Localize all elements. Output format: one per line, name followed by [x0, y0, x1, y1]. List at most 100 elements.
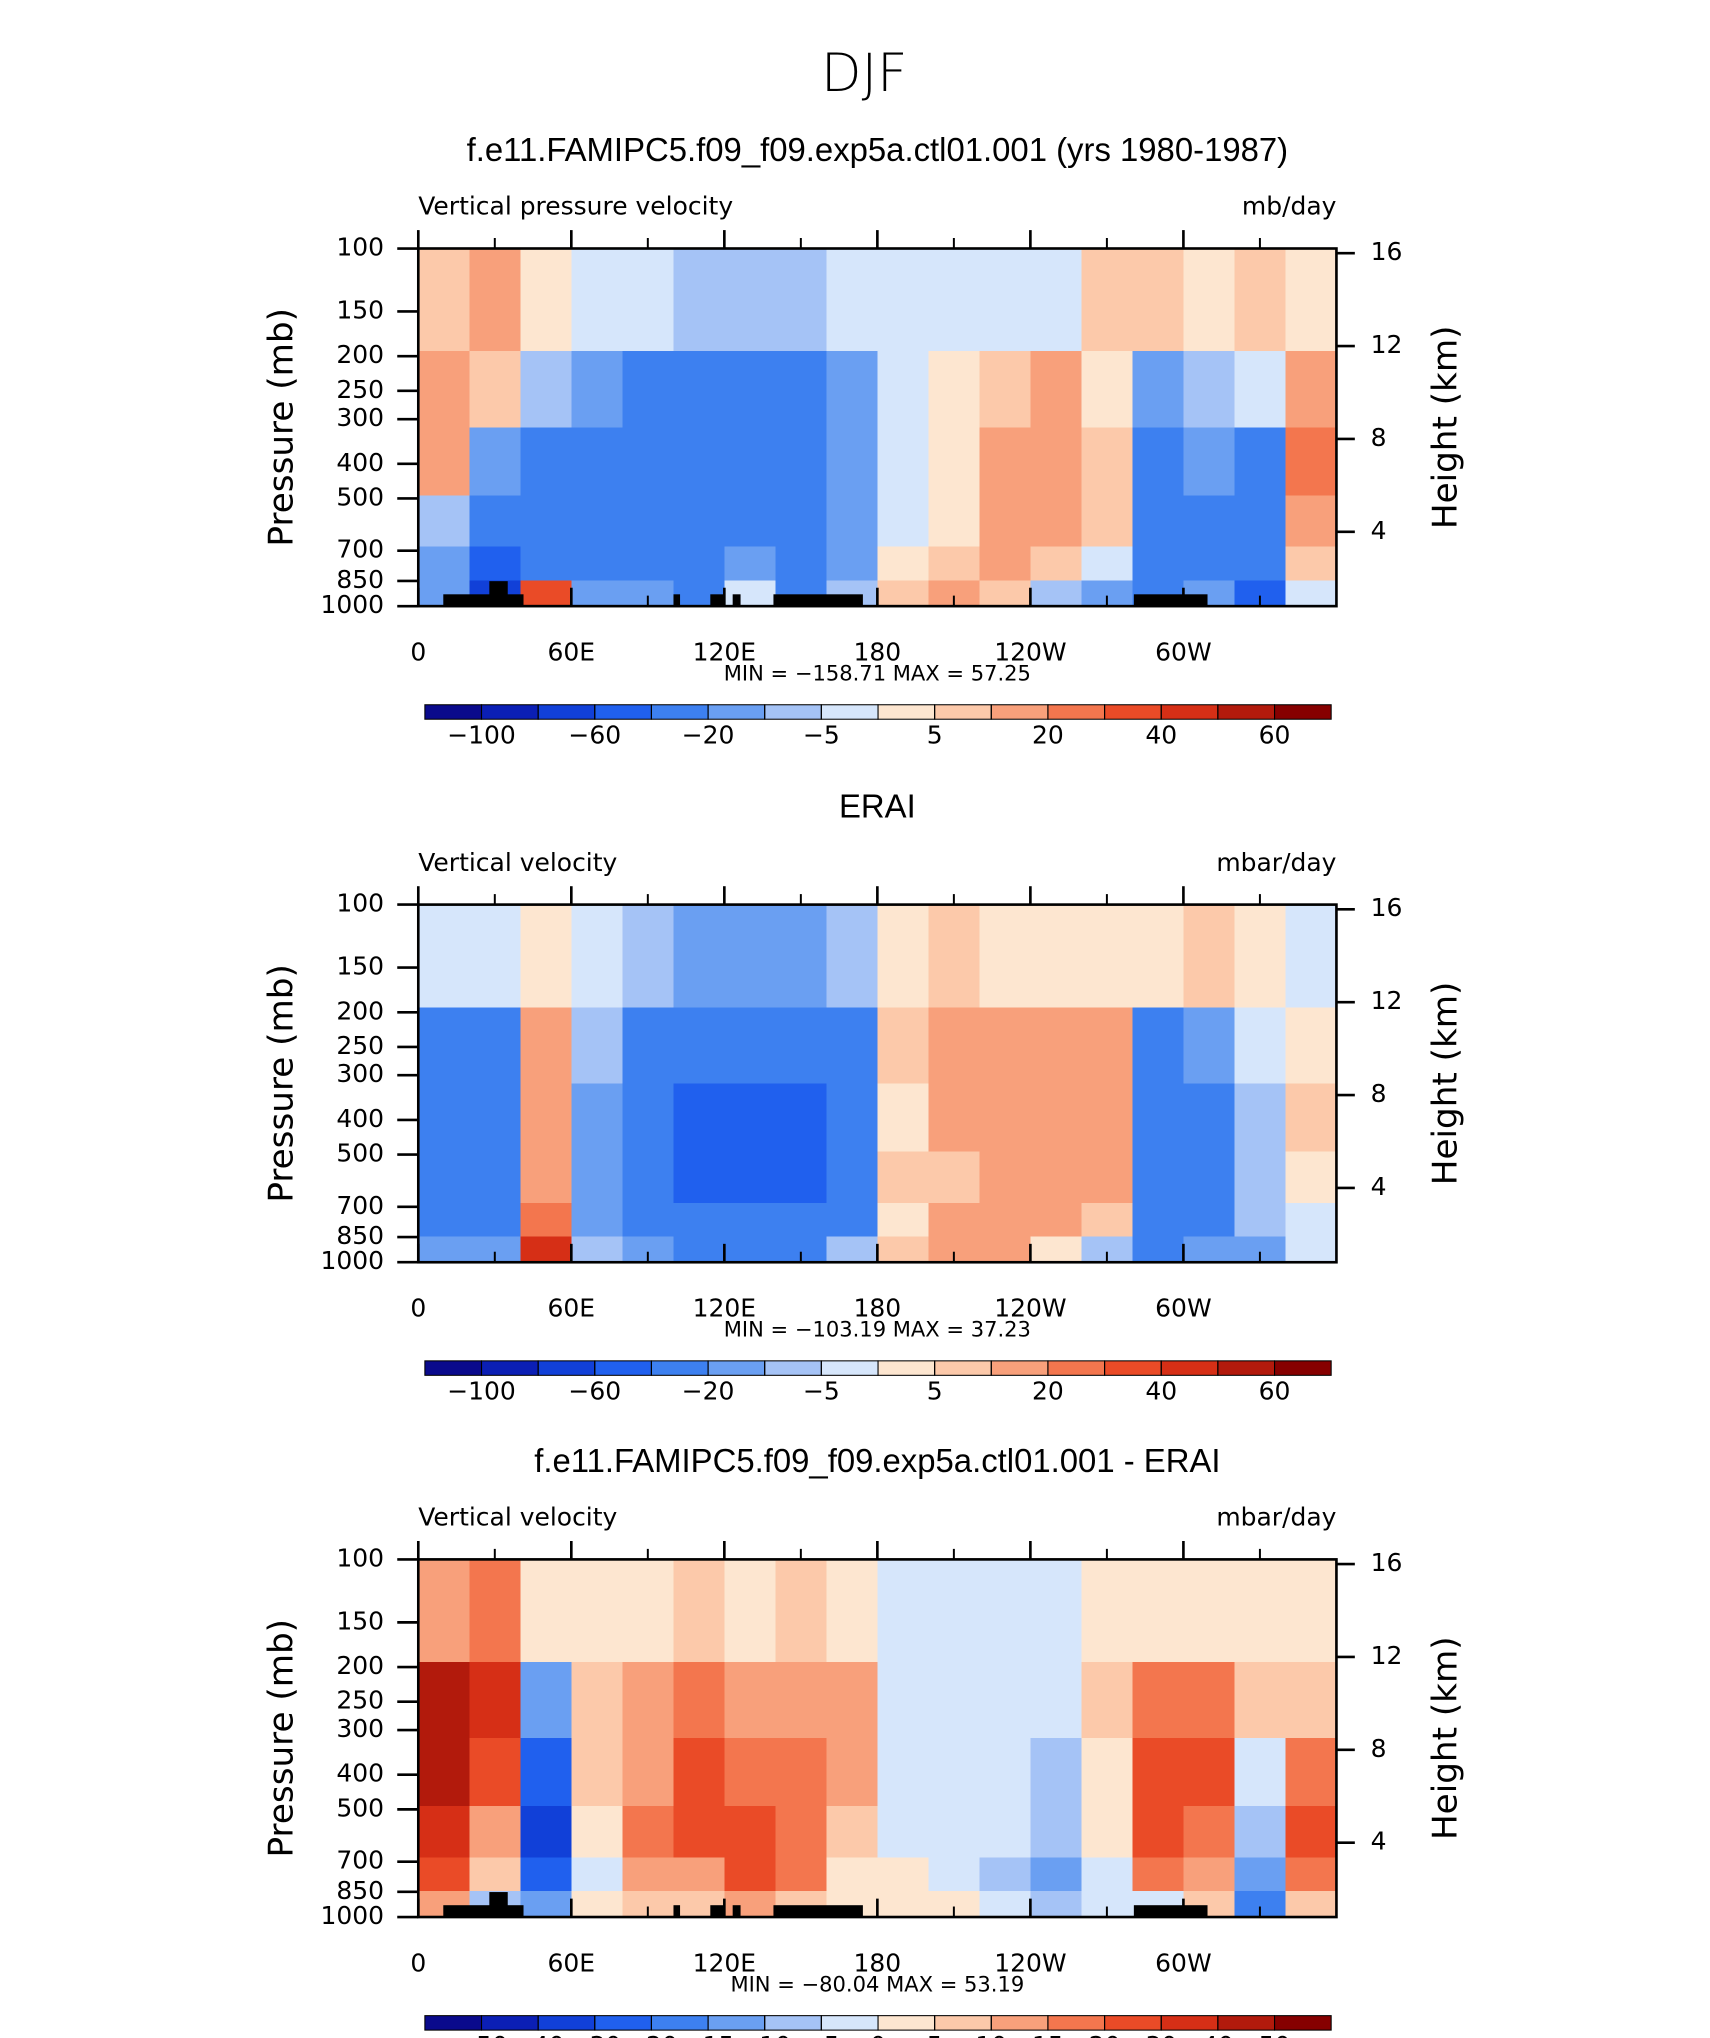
y-tick-label: 100 [336, 233, 384, 262]
contour-cell [826, 1083, 879, 1153]
colorbar-box [820, 704, 879, 720]
contour-cell [469, 1151, 521, 1204]
min-max: MIN = −103.19 MAX = 37.23 [724, 1317, 1031, 1342]
land-mask [1133, 594, 1208, 607]
land-mask [489, 1892, 508, 1918]
contour-cell [1285, 351, 1338, 428]
contour-cell [979, 546, 1032, 581]
contour-cell [1234, 495, 1287, 548]
contour-cell [1081, 546, 1134, 581]
contour-cell [1183, 1007, 1236, 1085]
contour-cell [622, 1806, 674, 1859]
contour-cell [418, 1662, 470, 1739]
colorbar-label: 5 [927, 1376, 943, 1405]
colorbar-label: 40 [1202, 2031, 1234, 2038]
contour-cell [877, 904, 930, 1008]
y-tick-label: 200 [336, 340, 384, 369]
y-tick-label: 400 [336, 1759, 384, 1788]
contour-cell [775, 904, 828, 1008]
contour-cell [979, 1662, 1032, 1739]
contour-cell [1285, 427, 1338, 496]
contour-cell [1030, 1559, 1083, 1663]
y2-tick-label: 8 [1371, 1079, 1387, 1108]
contour-cell [979, 904, 1032, 1008]
panel: f.e11.FAMIPC5.f09_f09.exp5a.ctl01.001 (y… [261, 131, 1465, 749]
y-tick-label: 250 [336, 375, 384, 404]
contour-cell [877, 351, 930, 428]
contour-cell [673, 1236, 725, 1263]
colorbar-box [707, 2015, 766, 2031]
contour-cell [1081, 495, 1134, 548]
colorbar-label: 20 [1032, 720, 1064, 749]
contour-cell [469, 1559, 521, 1663]
contour-cell [571, 1236, 623, 1263]
contour-cell [826, 1236, 879, 1263]
contour-cell [673, 1007, 725, 1085]
contour-cell [571, 904, 623, 1008]
y-tick-label: 500 [336, 1139, 384, 1168]
contour-cell [418, 1738, 470, 1807]
contour-cell [571, 546, 623, 581]
colorbar-label: −5 [803, 720, 840, 749]
contour-field [418, 904, 1338, 1263]
contour-cell [877, 1806, 930, 1859]
colorbar-box [594, 2015, 652, 2031]
contour-cell [673, 1151, 725, 1204]
contour-cell [571, 1738, 623, 1807]
contour-cell [1030, 1202, 1083, 1238]
contour-cell [1285, 1738, 1338, 1807]
contour-cell [826, 904, 879, 1008]
colorbar-box [764, 1360, 822, 1376]
contour-cell [979, 1806, 1032, 1859]
contour-cell [1132, 495, 1185, 548]
contour-cell [622, 1007, 674, 1085]
contour-cell [673, 1806, 725, 1859]
contour-cell [1285, 1662, 1338, 1739]
contour-cell [1030, 904, 1083, 1008]
y-tick-label: 300 [336, 403, 384, 432]
contour-cell [418, 1559, 470, 1663]
colorbar-box [1273, 1360, 1332, 1376]
colorbar-label: 10 [975, 2031, 1007, 2038]
contour-cell [418, 248, 470, 352]
contour-cell [520, 1559, 572, 1663]
contour-field [418, 248, 1338, 607]
contour-cell [1183, 1857, 1236, 1892]
colorbar-label: 20 [1089, 2031, 1121, 2038]
contour-cell [979, 1738, 1032, 1807]
contour-cell [877, 1891, 930, 1918]
contour-cell [1183, 1806, 1236, 1859]
land-mask [773, 1905, 863, 1918]
contour-cell [724, 1151, 777, 1204]
contour-cell [1234, 546, 1287, 581]
contour-cell [1285, 1236, 1338, 1263]
contour-cell [928, 1151, 981, 1204]
contour-cell [979, 1857, 1032, 1892]
contour-cell [520, 1806, 572, 1859]
contour-cell [1183, 351, 1236, 428]
contour-cell [469, 248, 521, 352]
contour-cell [1030, 1806, 1083, 1859]
contour-cell [724, 1662, 777, 1739]
land-mask [773, 594, 863, 607]
contour-cell [826, 1806, 879, 1859]
contour-cell [1030, 1007, 1083, 1085]
colorbar-box [764, 2015, 822, 2031]
contour-cell [877, 1662, 930, 1739]
contour-cell [775, 1738, 828, 1807]
contour-cell [571, 1559, 623, 1663]
contour-cell [877, 427, 930, 496]
colorbar-box [1217, 704, 1276, 720]
subtitle-left: Vertical velocity [418, 1503, 617, 1532]
land-mask [732, 1905, 741, 1918]
contour-cell [673, 1559, 725, 1663]
contour-cell [1081, 351, 1134, 428]
contour-cell [724, 351, 777, 428]
y-tick-label: 100 [336, 889, 384, 918]
colorbar-label: −40 [512, 2031, 565, 2038]
contour-cell [979, 1151, 1032, 1204]
contour-cell [520, 580, 572, 607]
colorbar-label: −15 [682, 2031, 735, 2038]
contour-cell [1030, 1857, 1083, 1892]
contour-cell [1030, 1236, 1083, 1263]
